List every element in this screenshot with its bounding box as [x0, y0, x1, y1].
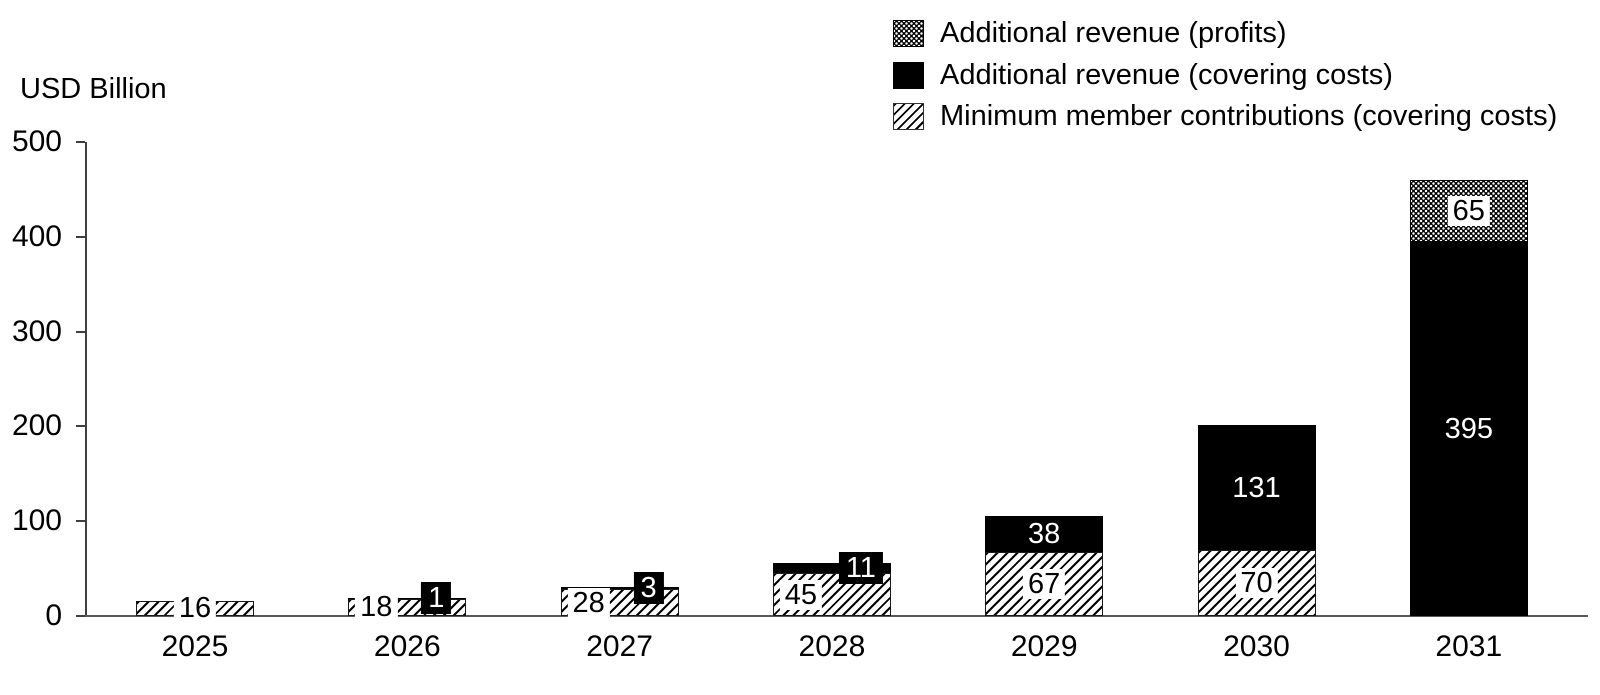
- diagonal-hatch-swatch-icon: [893, 102, 924, 130]
- x-category-label: 2029: [1010, 630, 1078, 663]
- y-tick-label: 300: [11, 314, 62, 348]
- y-axis-tick: [76, 235, 85, 238]
- bar-value-label-2026-diagonal-hatch: 18: [355, 592, 398, 623]
- x-category-label: 2028: [798, 630, 866, 663]
- x-category-label: 2026: [373, 630, 441, 663]
- legend-label-member-contributions: Minimum member contributions (covering c…: [940, 100, 1558, 132]
- bar-segment-2031-solid-black: [1409, 241, 1528, 616]
- legend-item-additional-revenue: Additional revenue (covering costs): [893, 59, 1393, 91]
- y-axis: [85, 142, 87, 616]
- bar-value-label-2030-diagonal-hatch: 70: [1235, 567, 1278, 598]
- y-axis-tick: [76, 615, 85, 617]
- x-category-label: 2030: [1223, 630, 1290, 663]
- x-category-label: 2027: [586, 630, 653, 663]
- legend-item-profits: Additional revenue (profits): [893, 17, 1287, 49]
- bar-value-label-2027-solid-black: 3: [633, 572, 664, 605]
- bar-segment-2028-solid-black: [772, 562, 891, 574]
- bar-value-label-2028-solid-black: 11: [838, 552, 883, 585]
- y-axis-tick: [76, 141, 85, 143]
- y-axis-tick: [76, 330, 85, 333]
- solid-black-swatch-icon: [893, 61, 924, 89]
- y-tick-label: 0: [45, 599, 62, 632]
- bar-segment-2029-solid-black: [985, 516, 1104, 553]
- legend-item-member-contributions: Minimum member contributions (covering c…: [893, 100, 1558, 132]
- x-category-label: 2031: [1435, 630, 1503, 663]
- x-axis: [85, 615, 1588, 617]
- bar-segment-2027-solid-black: [560, 586, 679, 590]
- bar-value-label-2027-diagonal-hatch: 28: [567, 587, 610, 618]
- y-tick-label: 100: [11, 504, 62, 538]
- bar-value-label-2026-solid-black: 1: [421, 582, 452, 615]
- legend-label-additional-revenue: Additional revenue (covering costs): [940, 59, 1393, 91]
- x-category-label: 2025: [161, 630, 229, 663]
- bar-value-label-2030-solid-black: 131: [1232, 471, 1281, 504]
- bar-segment-2026-solid-black: [348, 597, 467, 599]
- y-axis-tick: [76, 425, 85, 428]
- bar-value-label-2031-solid-black: 395: [1444, 412, 1493, 445]
- legend-label-profits: Additional revenue (profits): [940, 17, 1287, 49]
- bar-segment-2030-solid-black: [1197, 425, 1316, 550]
- y-axis-unit-label: USD Billion: [20, 73, 167, 105]
- bar-value-label-2029-diagonal-hatch: 67: [1023, 569, 1066, 600]
- bar-value-label-2031-dotted: 65: [1447, 195, 1490, 226]
- y-tick-label: 200: [11, 409, 62, 443]
- y-tick-label: 500: [11, 125, 62, 158]
- bar-value-label-2029-solid-black: 38: [1028, 518, 1061, 551]
- y-axis-tick: [76, 520, 85, 523]
- dotted-pattern-swatch-icon: [893, 19, 924, 47]
- bar-value-label-2025-diagonal-hatch: 16: [173, 593, 217, 624]
- bar-value-label-2028-diagonal-hatch: 45: [779, 579, 823, 610]
- y-tick-label: 400: [11, 219, 62, 253]
